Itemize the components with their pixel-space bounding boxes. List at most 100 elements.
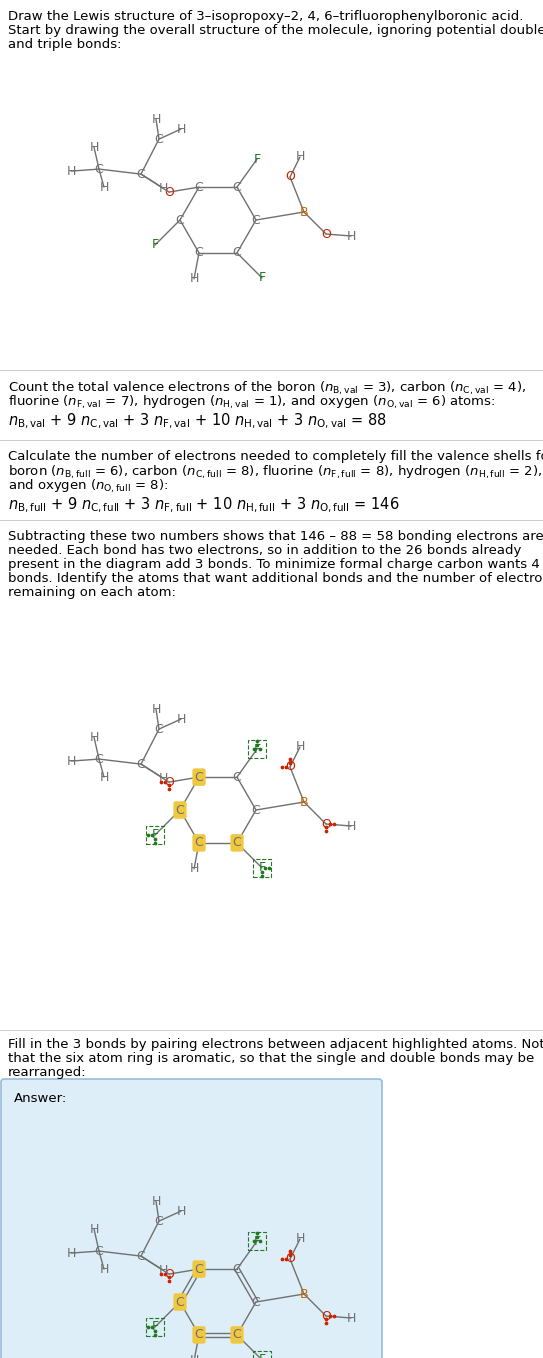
Text: Answer:: Answer: bbox=[14, 1092, 67, 1105]
Text: F: F bbox=[254, 1234, 261, 1248]
Text: C: C bbox=[251, 804, 261, 816]
Text: C: C bbox=[175, 1296, 185, 1309]
Text: needed. Each bond has two electrons, so in addition to the 26 bonds already: needed. Each bond has two electrons, so … bbox=[8, 545, 521, 557]
Bar bbox=[253, 1351, 271, 1358]
Text: H: H bbox=[89, 1222, 99, 1236]
Text: H: H bbox=[176, 1205, 186, 1218]
Text: H: H bbox=[99, 770, 109, 784]
Text: remaining on each atom:: remaining on each atom: bbox=[8, 587, 176, 599]
Text: H: H bbox=[66, 164, 75, 178]
Text: H: H bbox=[295, 1233, 305, 1245]
Text: bonds. Identify the atoms that want additional bonds and the number of electrons: bonds. Identify the atoms that want addi… bbox=[8, 572, 543, 585]
Text: and oxygen ($n_{\rm O,full}$ = 8):: and oxygen ($n_{\rm O,full}$ = 8): bbox=[8, 478, 168, 496]
Bar bbox=[248, 1232, 266, 1251]
Text: O: O bbox=[164, 186, 174, 198]
Text: C: C bbox=[94, 752, 103, 766]
Text: H: H bbox=[190, 273, 199, 285]
Text: C: C bbox=[175, 213, 185, 227]
Text: H: H bbox=[159, 182, 168, 194]
Text: Count the total valence electrons of the boron ($n_{\rm B,val}$ = 3), carbon ($n: Count the total valence electrons of the… bbox=[8, 380, 526, 398]
Text: H: H bbox=[66, 1247, 75, 1260]
Bar bbox=[248, 740, 266, 758]
Text: H: H bbox=[190, 1354, 199, 1358]
Text: C: C bbox=[137, 167, 146, 181]
Text: C: C bbox=[232, 770, 242, 784]
Text: F: F bbox=[254, 152, 261, 166]
Bar bbox=[146, 826, 164, 845]
Text: O: O bbox=[321, 228, 331, 240]
Text: B: B bbox=[300, 796, 308, 808]
Text: H: H bbox=[295, 740, 305, 754]
Text: C: C bbox=[194, 246, 204, 259]
Text: C: C bbox=[155, 1214, 163, 1228]
Text: that the six atom ring is aromatic, so that the single and double bonds may be: that the six atom ring is aromatic, so t… bbox=[8, 1052, 534, 1065]
Text: C: C bbox=[137, 1249, 146, 1263]
Text: Subtracting these two numbers shows that 146 – 88 = 58 bonding electrons are: Subtracting these two numbers shows that… bbox=[8, 530, 543, 543]
Text: C: C bbox=[232, 837, 242, 849]
Text: C: C bbox=[232, 1328, 242, 1342]
Text: O: O bbox=[321, 818, 331, 831]
Text: C: C bbox=[194, 837, 204, 849]
Text: F: F bbox=[254, 743, 261, 755]
Text: C: C bbox=[232, 246, 242, 259]
Text: Calculate the number of electrons needed to completely fill the valence shells f: Calculate the number of electrons needed… bbox=[8, 449, 543, 463]
Text: F: F bbox=[258, 861, 266, 875]
Text: O: O bbox=[285, 760, 295, 774]
Text: H: H bbox=[151, 1195, 161, 1207]
Text: H: H bbox=[89, 141, 99, 153]
Text: H: H bbox=[190, 862, 199, 876]
Text: O: O bbox=[285, 1252, 295, 1266]
Text: H: H bbox=[346, 819, 356, 832]
Text: O: O bbox=[164, 775, 174, 789]
Text: C: C bbox=[175, 804, 185, 816]
Text: H: H bbox=[159, 771, 168, 785]
Text: rearranged:: rearranged: bbox=[8, 1066, 87, 1080]
Text: C: C bbox=[94, 163, 103, 175]
Text: C: C bbox=[155, 722, 163, 736]
Text: H: H bbox=[295, 151, 305, 163]
Text: $n_{\rm B,full}$ + 9 $n_{\rm C,full}$ + 3 $n_{\rm F,full}$ + 10 $n_{\rm H,full}$: $n_{\rm B,full}$ + 9 $n_{\rm C,full}$ + … bbox=[8, 496, 400, 515]
Text: H: H bbox=[346, 230, 356, 243]
Text: H: H bbox=[176, 122, 186, 136]
Text: H: H bbox=[99, 181, 109, 194]
Text: C: C bbox=[155, 133, 163, 145]
Bar bbox=[253, 858, 271, 877]
Text: F: F bbox=[258, 1354, 266, 1358]
Text: C: C bbox=[251, 213, 261, 227]
Text: H: H bbox=[176, 713, 186, 725]
FancyBboxPatch shape bbox=[1, 1080, 382, 1358]
Text: B: B bbox=[300, 1287, 308, 1301]
Text: H: H bbox=[99, 1263, 109, 1275]
Text: C: C bbox=[194, 1263, 204, 1275]
Text: Fill in the 3 bonds by pairing electrons between adjacent highlighted atoms. Not: Fill in the 3 bonds by pairing electrons… bbox=[8, 1038, 543, 1051]
Text: O: O bbox=[321, 1309, 331, 1323]
Text: H: H bbox=[66, 755, 75, 767]
Text: C: C bbox=[251, 1296, 261, 1309]
Text: F: F bbox=[151, 239, 159, 251]
Text: C: C bbox=[194, 181, 204, 194]
Text: C: C bbox=[194, 770, 204, 784]
Text: O: O bbox=[285, 171, 295, 183]
Text: H: H bbox=[151, 702, 161, 716]
Text: Draw the Lewis structure of 3–isopropoxy–2, 4, 6–trifluorophenylboronic acid.: Draw the Lewis structure of 3–isopropoxy… bbox=[8, 10, 523, 23]
Text: present in the diagram add 3 bonds. To minimize formal charge carbon wants 4: present in the diagram add 3 bonds. To m… bbox=[8, 558, 540, 570]
Text: F: F bbox=[151, 828, 159, 842]
Text: C: C bbox=[94, 1244, 103, 1258]
Text: B: B bbox=[300, 205, 308, 219]
Text: boron ($n_{\rm B,full}$ = 6), carbon ($n_{\rm C,full}$ = 8), fluorine ($n_{\rm F: boron ($n_{\rm B,full}$ = 6), carbon ($n… bbox=[8, 464, 542, 481]
Text: F: F bbox=[258, 272, 266, 284]
Text: $n_{\rm B,val}$ + 9 $n_{\rm C,val}$ + 3 $n_{\rm F,val}$ + 10 $n_{\rm H,val}$ + 3: $n_{\rm B,val}$ + 9 $n_{\rm C,val}$ + 3 … bbox=[8, 411, 387, 432]
Text: Start by drawing the overall structure of the molecule, ignoring potential doubl: Start by drawing the overall structure o… bbox=[8, 24, 543, 37]
Bar bbox=[146, 1319, 164, 1336]
Text: H: H bbox=[89, 731, 99, 744]
Text: fluorine ($n_{\rm F,val}$ = 7), hydrogen ($n_{\rm H,val}$ = 1), and oxygen ($n_{: fluorine ($n_{\rm F,val}$ = 7), hydrogen… bbox=[8, 394, 496, 411]
Text: O: O bbox=[164, 1267, 174, 1281]
Text: C: C bbox=[137, 758, 146, 770]
Text: F: F bbox=[151, 1320, 159, 1334]
Text: C: C bbox=[232, 1263, 242, 1275]
Text: H: H bbox=[346, 1312, 356, 1324]
Text: C: C bbox=[232, 181, 242, 194]
Text: C: C bbox=[194, 1328, 204, 1342]
Text: H: H bbox=[159, 1263, 168, 1277]
Text: H: H bbox=[151, 113, 161, 125]
